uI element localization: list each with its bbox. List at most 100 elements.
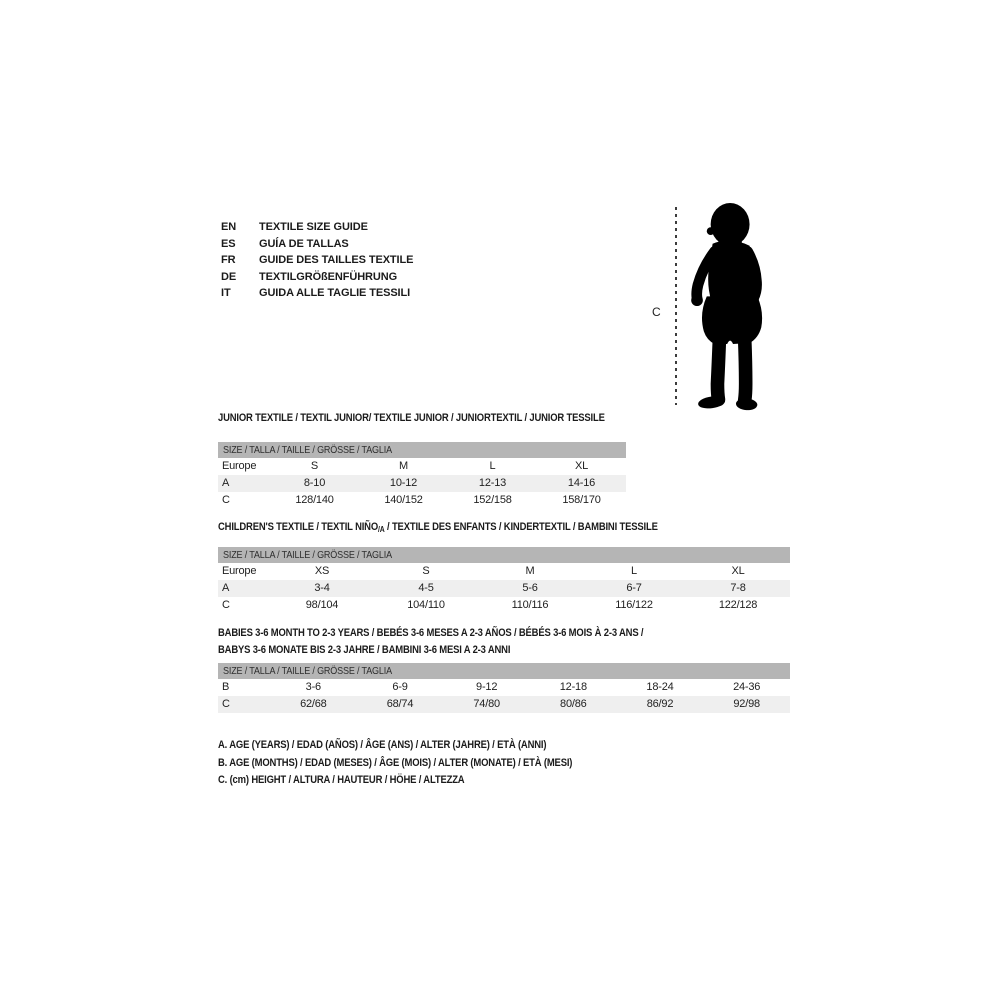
cell: 24-36 [733, 681, 761, 693]
table-row: C 98/104 104/110 110/116 116/122 122/128 [218, 597, 790, 614]
cell: 12-13 [478, 477, 507, 489]
cell: 98/104 [305, 599, 339, 611]
row-label: A [222, 477, 230, 489]
cell: 12-18 [559, 681, 587, 693]
cell: XL [574, 460, 589, 472]
babies-table-title: BABIES 3-6 MONTH TO 2-3 YEARS / BEBÉS 3-… [218, 625, 713, 659]
cell: 158/170 [562, 494, 601, 506]
children-title-pre: CHILDREN'S TEXTILE / TEXTIL NIÑO [218, 521, 379, 533]
footnote-b-text: B. AGE (MONTHS) / EDAD (MESES) / ÂGE (MO… [218, 756, 573, 769]
cell: 7-8 [730, 582, 746, 594]
children-table-title-text: CHILDREN'S TEXTILE / TEXTIL NIÑO/A / TEX… [218, 521, 658, 534]
cell: M [525, 565, 535, 577]
footnotes: A. AGE (YEARS) / EDAD (AÑOS) / ÂGE (ANS)… [218, 737, 630, 790]
table-row: C 62/68 68/74 74/80 80/86 86/92 92/98 [218, 696, 790, 713]
size-header-text: SIZE / TALLA / TAILLE / GRÖSSE / TAGLIA [223, 444, 392, 456]
cell: 152/158 [473, 494, 512, 506]
language-code: DE [221, 270, 237, 283]
cell: 92/98 [733, 698, 760, 710]
cell: 10-12 [389, 477, 418, 489]
cell: 128/140 [295, 494, 334, 506]
size-header-text: SIZE / TALLA / TAILLE / GRÖSSE / TAGLIA [223, 549, 392, 561]
row-label: B [222, 681, 230, 693]
cell: 140/152 [384, 494, 423, 506]
cell: 74/80 [473, 698, 500, 710]
cell: 3-6 [305, 681, 322, 693]
language-row-es: ES GUÍA DE TALLAS [221, 236, 413, 253]
children-table-title: CHILDREN'S TEXTILE / TEXTIL NIÑO/A / TEX… [218, 521, 729, 534]
footnote-b: B. AGE (MONTHS) / EDAD (MESES) / ÂGE (MO… [218, 755, 630, 773]
language-row-it: IT GUIDA ALLE TAGLIE TESSILI [221, 285, 413, 302]
cell: 3-4 [314, 582, 330, 594]
cell: 104/110 [407, 599, 445, 611]
cell: 110/116 [511, 599, 549, 611]
cell: 62/68 [300, 698, 327, 710]
cell: 68/74 [386, 698, 414, 710]
junior-table-title-text: JUNIOR TEXTILE / TEXTIL JUNIOR/ TEXTILE … [218, 412, 605, 424]
language-label: TEXTILE SIZE GUIDE [259, 221, 368, 233]
table-row: C 128/140 140/152 152/158 158/170 [218, 492, 626, 509]
cell: S [422, 565, 430, 577]
height-measure-label: C [652, 305, 661, 319]
footnote-a: A. AGE (YEARS) / EDAD (AÑOS) / ÂGE (ANS)… [218, 737, 630, 755]
row-label: C [222, 494, 230, 506]
row-label: A [222, 582, 230, 594]
language-code: FR [221, 254, 236, 266]
size-header-bar: SIZE / TALLA / TAILLE / GRÖSSE / TAGLIA [218, 442, 626, 458]
language-legend: EN TEXTILE SIZE GUIDE ES GUÍA DE TALLAS … [221, 219, 413, 302]
cell: 18-24 [646, 681, 674, 693]
children-title-sub: /A [378, 525, 385, 534]
cell: 14-16 [567, 477, 596, 489]
language-label: GUIDE DES TAILLES TEXTILE [259, 254, 414, 266]
table-row: A 8-10 10-12 12-13 14-16 [218, 475, 626, 492]
language-label: GUÍA DE TALLAS [259, 237, 349, 250]
size-header-bar: SIZE / TALLA / TAILLE / GRÖSSE / TAGLIA [218, 547, 790, 563]
row-label: C [222, 698, 230, 710]
cell: 9-12 [476, 681, 498, 693]
babies-title-line2: BABYS 3-6 MONATE BIS 2-3 JAHRE / BAMBINI… [218, 644, 511, 656]
cell: S [310, 460, 319, 472]
junior-size-table: SIZE / TALLA / TAILLE / GRÖSSE / TAGLIA … [218, 442, 626, 509]
babies-size-table: SIZE / TALLA / TAILLE / GRÖSSE / TAGLIA … [218, 663, 790, 713]
table-row: Europe S M L XL [218, 458, 626, 475]
size-header-text: SIZE / TALLA / TAILLE / GRÖSSE / TAGLIA [223, 665, 392, 677]
children-title-post: / TEXTILE DES ENFANTS / KINDERTEXTIL / B… [384, 521, 658, 533]
cell: 6-7 [626, 582, 642, 594]
language-row-de: DE TEXTILGRÖßENFÜHRUNG [221, 269, 413, 286]
footnote-c-text: C. (cm) HEIGHT / ALTURA / HAUTEUR / HÖHE… [218, 774, 465, 786]
language-row-en: EN TEXTILE SIZE GUIDE [221, 219, 413, 236]
cell: 116/122 [615, 599, 653, 611]
cell: 86/92 [646, 698, 674, 710]
cell: 6-9 [392, 681, 408, 693]
row-label: Europe [222, 565, 257, 577]
table-row: B 3-6 6-9 9-12 12-18 18-24 24-36 [218, 679, 790, 696]
cell: XL [731, 565, 745, 577]
language-code: ES [221, 237, 236, 250]
cell: L [631, 565, 637, 577]
children-size-table: SIZE / TALLA / TAILLE / GRÖSSE / TAGLIA … [218, 547, 790, 614]
cell: 122/128 [718, 599, 758, 611]
cell: M [399, 460, 408, 472]
footnote-a-text: A. AGE (YEARS) / EDAD (AÑOS) / ÂGE (ANS)… [218, 739, 547, 751]
row-label: C [222, 599, 230, 611]
toddler-silhouette-icon [691, 202, 763, 411]
height-measure-dotted-line [675, 207, 677, 405]
cell: 5-6 [522, 582, 538, 594]
cell: XS [314, 565, 330, 577]
cell: 4-5 [418, 582, 434, 594]
footnote-c: C. (cm) HEIGHT / ALTURA / HAUTEUR / HÖHE… [218, 772, 630, 790]
row-label: Europe [222, 460, 257, 472]
junior-table-title: JUNIOR TEXTILE / TEXTIL JUNIOR/ TEXTILE … [218, 412, 668, 424]
table-row: Europe XS S M L XL [218, 563, 790, 580]
cell: 80/86 [560, 698, 587, 710]
language-code: IT [221, 287, 231, 299]
toddler-silhouette-figure: C [648, 197, 793, 417]
cell: 8-10 [303, 477, 326, 489]
language-label: GUIDA ALLE TAGLIE TESSILI [259, 287, 411, 299]
language-row-fr: FR GUIDE DES TAILLES TEXTILE [221, 252, 413, 269]
size-header-bar: SIZE / TALLA / TAILLE / GRÖSSE / TAGLIA [218, 663, 790, 679]
language-code: EN [221, 221, 237, 233]
table-row: A 3-4 4-5 5-6 6-7 7-8 [218, 580, 790, 597]
babies-title-line1: BABIES 3-6 MONTH TO 2-3 YEARS / BEBÉS 3-… [218, 627, 644, 639]
cell: L [489, 460, 496, 472]
